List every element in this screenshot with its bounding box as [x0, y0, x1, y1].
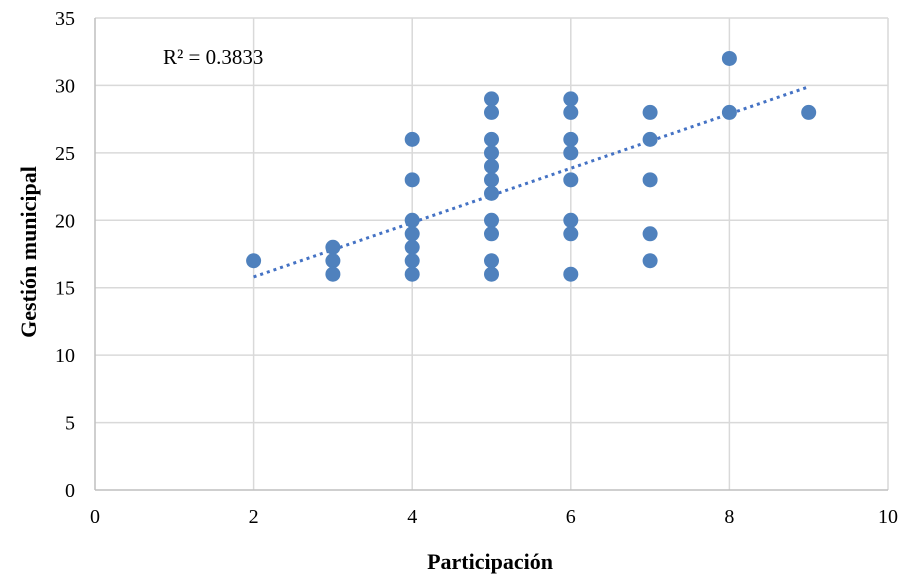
y-tick-label: 0 [65, 480, 75, 502]
data-point [721, 50, 737, 66]
y-tick-label: 15 [55, 278, 75, 300]
data-point [563, 266, 579, 282]
data-point [563, 226, 579, 242]
data-point [484, 158, 499, 174]
y-tick-label: 35 [55, 8, 75, 30]
x-tick-label: 8 [724, 506, 734, 528]
data-point [642, 172, 658, 188]
data-point [642, 226, 658, 242]
data-point [404, 239, 420, 255]
data-point [404, 212, 420, 228]
y-tick-label: 10 [55, 345, 75, 367]
data-point [325, 239, 341, 255]
y-tick-label: 30 [55, 75, 75, 97]
y-axis-title: Gestión municipal [16, 166, 41, 338]
data-point [484, 131, 499, 147]
data-point [563, 104, 579, 120]
data-point [563, 212, 579, 228]
data-point [484, 212, 499, 228]
data-point [404, 172, 420, 188]
data-point [404, 253, 420, 269]
data-point [484, 266, 499, 282]
x-tick-label: 0 [90, 506, 100, 528]
data-point [484, 104, 499, 120]
x-tick-label: 2 [249, 506, 259, 528]
data-point [246, 253, 262, 269]
y-tick-label: 25 [55, 143, 75, 165]
y-tick-label: 5 [65, 413, 75, 435]
data-point [484, 226, 499, 242]
r-squared-annotation: R² = 0.3833 [163, 45, 263, 69]
x-tick-label: 10 [878, 506, 898, 528]
data-point [642, 253, 658, 269]
data-points [246, 50, 817, 282]
data-point [721, 104, 737, 120]
data-point [484, 253, 499, 269]
tick-labels: 0 2 4 6 8 10 0 5 10 15 20 25 30 35 [55, 8, 898, 528]
data-point [484, 185, 499, 201]
x-tick-label: 4 [407, 506, 417, 528]
data-point [642, 131, 658, 147]
data-point [325, 266, 341, 282]
data-point [404, 266, 420, 282]
data-point [801, 104, 817, 120]
x-tick-label: 6 [566, 506, 576, 528]
data-point [563, 172, 579, 188]
y-tick-label: 20 [55, 210, 75, 232]
data-point [484, 91, 499, 107]
data-point [563, 131, 579, 147]
data-point [404, 226, 420, 242]
data-point [563, 91, 579, 107]
data-point [404, 131, 420, 147]
data-point [484, 145, 499, 161]
data-point [642, 104, 658, 120]
data-point [325, 253, 341, 269]
x-axis-title: Participación [427, 549, 553, 574]
axes [94, 18, 888, 491]
data-point [484, 172, 499, 188]
data-point [563, 145, 579, 161]
